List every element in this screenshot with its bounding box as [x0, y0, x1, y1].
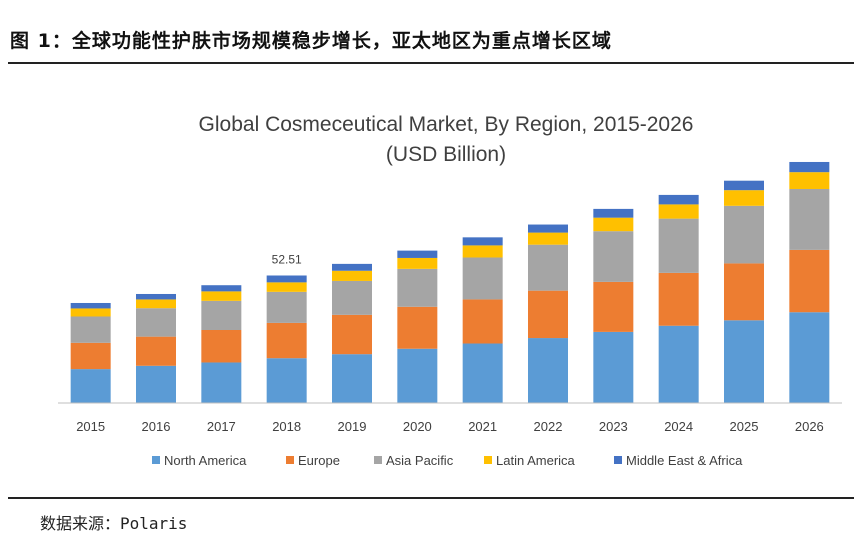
legend-swatch-north-america	[152, 456, 160, 464]
bar-asia-pacific-2020	[397, 268, 438, 307]
bar-asia-pacific-2026	[789, 188, 830, 250]
bar-north-america-2019	[332, 354, 372, 403]
x-tick-label-2020: 2020	[403, 419, 432, 434]
bar-asia-pacific-2017	[201, 300, 242, 331]
bar-latin-america-2015	[70, 308, 111, 317]
bar-latin-america-2023	[593, 217, 634, 232]
bar-europe-2019	[332, 314, 372, 355]
bar-europe-2026	[789, 249, 830, 313]
bar-europe-2023	[593, 281, 634, 332]
x-tick-label-2023: 2023	[599, 419, 628, 434]
bar-middle-east-africa-2024	[658, 194, 699, 205]
bar-asia-pacific-2023	[593, 231, 634, 282]
bar-north-america-2022	[528, 338, 568, 403]
bar-north-america-2015	[70, 369, 111, 403]
bar-north-america-2020	[397, 348, 438, 403]
legend-label-north-america: North America	[164, 453, 247, 468]
bar-latin-america-2017	[201, 291, 242, 301]
bar-europe-2017	[201, 330, 242, 363]
bar-middle-east-africa-2026	[789, 161, 830, 173]
legend-label-latin-america: Latin America	[496, 453, 576, 468]
bar-asia-pacific-2019	[332, 280, 372, 315]
bar-asia-pacific-2024	[658, 218, 699, 273]
chart-title: Global Cosmeceutical Market, By Region, …	[199, 113, 694, 136]
bar-europe-2016	[136, 336, 176, 366]
bar-europe-2020	[397, 306, 438, 349]
data-label-2018: 52.51	[272, 252, 302, 266]
legend-swatch-europe	[286, 456, 294, 464]
x-tick-label-2016: 2016	[142, 419, 171, 434]
legend-label-europe: Europe	[298, 453, 340, 468]
source-note: 数据来源：Polaris	[40, 514, 188, 533]
bar-latin-america-2022	[528, 232, 568, 245]
bar-europe-2025	[724, 263, 764, 321]
bar-latin-america-2021	[462, 245, 503, 258]
bar-middle-east-africa-2019	[332, 263, 372, 271]
bar-latin-america-2019	[332, 270, 372, 281]
x-tick-label-2018: 2018	[272, 419, 301, 434]
bar-asia-pacific-2016	[136, 308, 176, 337]
legend-swatch-middle-east-africa	[614, 456, 622, 464]
annotations-layer: 52.51	[272, 252, 302, 266]
bar-north-america-2026	[789, 312, 830, 403]
bar-asia-pacific-2021	[462, 257, 503, 300]
bar-middle-east-africa-2020	[397, 250, 438, 258]
x-tick-label-2024: 2024	[664, 419, 693, 434]
bars-layer	[70, 161, 830, 403]
x-tick-label-2019: 2019	[338, 419, 367, 434]
x-tick-label-2025: 2025	[730, 419, 759, 434]
bar-middle-east-africa-2025	[724, 180, 764, 191]
bar-latin-america-2025	[724, 190, 764, 206]
bar-north-america-2025	[724, 320, 764, 403]
bar-middle-east-africa-2016	[136, 293, 176, 300]
figure-title: 图 1：全球功能性护肤市场规模稳步增长，亚太地区为重点增长区域	[10, 30, 612, 52]
bar-latin-america-2018	[266, 282, 307, 292]
bottom-divider	[8, 497, 854, 499]
legend: North America Europe Asia Pacific Latin Ame…	[152, 453, 743, 468]
bar-europe-2024	[658, 272, 699, 326]
legend-swatch-asia-pacific	[374, 456, 382, 464]
bar-middle-east-africa-2021	[462, 237, 503, 246]
x-tick-label-2015: 2015	[76, 419, 105, 434]
legend-swatch-latin-america	[484, 456, 492, 464]
x-tick-label-2026: 2026	[795, 419, 824, 434]
bar-north-america-2021	[462, 343, 503, 403]
bar-middle-east-africa-2023	[593, 208, 634, 218]
bar-latin-america-2026	[789, 172, 830, 189]
bar-middle-east-africa-2022	[528, 224, 568, 233]
bar-north-america-2023	[593, 331, 634, 403]
bar-north-america-2016	[136, 365, 176, 403]
x-tick-label-2022: 2022	[534, 419, 563, 434]
bar-middle-east-africa-2017	[201, 285, 242, 292]
bar-latin-america-2024	[658, 204, 699, 219]
bar-europe-2015	[70, 342, 111, 370]
bar-latin-america-2016	[136, 299, 176, 309]
x-tick-label-2017: 2017	[207, 419, 236, 434]
chart-subtitle: (USD Billion)	[386, 143, 506, 166]
bar-north-america-2018	[266, 358, 307, 403]
bar-latin-america-2020	[397, 257, 438, 269]
bar-middle-east-africa-2015	[70, 302, 111, 309]
bar-middle-east-africa-2018	[266, 275, 307, 283]
bar-asia-pacific-2018	[266, 291, 307, 323]
bar-europe-2021	[462, 299, 503, 344]
top-divider	[8, 62, 854, 64]
stacked-bar-chart: Global Cosmeceutical Market, By Region, …	[58, 113, 842, 468]
legend-label-asia-pacific: Asia Pacific	[386, 453, 454, 468]
bar-europe-2022	[528, 290, 568, 339]
x-tick-label-2021: 2021	[468, 419, 497, 434]
bar-north-america-2017	[201, 362, 242, 403]
bar-asia-pacific-2025	[724, 205, 764, 264]
x-tick-labels: 2015 2016 2017 2018 2019 2020 2021 2022 2023 2024…	[76, 419, 824, 434]
bar-asia-pacific-2022	[528, 244, 568, 291]
bar-asia-pacific-2015	[70, 316, 111, 343]
bar-europe-2018	[266, 322, 307, 359]
legend-label-middle-east-africa: Middle East & Africa	[626, 453, 743, 468]
bar-north-america-2024	[658, 325, 699, 403]
